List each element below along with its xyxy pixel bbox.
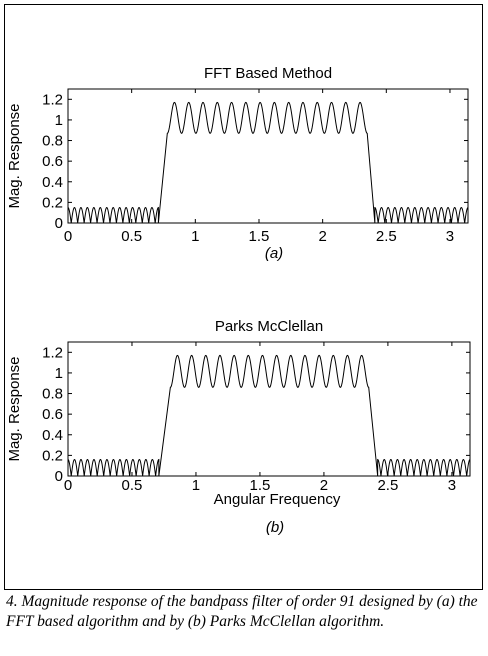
figure-frame xyxy=(4,4,483,590)
y-tick-label: 0.8 xyxy=(42,386,63,403)
x-tick-label: 3 xyxy=(448,477,456,494)
x-tick-label: 0 xyxy=(64,477,72,494)
y-tick-label: 0.6 xyxy=(42,153,63,170)
y-tick-label: 1.2 xyxy=(42,91,63,108)
plot-title: Parks McClellan xyxy=(215,318,323,335)
x-tick-label: 0 xyxy=(64,228,72,245)
plot-title: FFT Based Method xyxy=(204,65,332,82)
panel-label: (a) xyxy=(265,245,283,262)
y-axis-label: Mag. Response xyxy=(6,356,23,461)
y-tick-label: 1 xyxy=(55,112,63,129)
x-axis-label: Angular Frequency xyxy=(214,491,341,508)
plot-area-frame xyxy=(67,341,471,477)
x-tick-label: 2 xyxy=(320,477,328,494)
x-tick-label: 3 xyxy=(446,228,454,245)
magnitude-response-line xyxy=(67,101,469,224)
x-tick-label: 1.5 xyxy=(250,477,271,494)
x-tick-label: 0.5 xyxy=(122,477,143,494)
y-tick-label: 0 xyxy=(55,215,63,232)
y-tick-label: 1.2 xyxy=(42,344,63,361)
x-tick-label: 2.5 xyxy=(376,228,397,245)
y-tick-label: 0 xyxy=(55,468,63,485)
x-tick-label: 1 xyxy=(191,228,199,245)
y-tick-label: 0.2 xyxy=(42,194,63,211)
x-tick-label: 2 xyxy=(318,228,326,245)
x-tick-label: 0.5 xyxy=(121,228,142,245)
y-axis-label: Mag. Response xyxy=(6,103,23,208)
y-tick-label: 0.8 xyxy=(42,133,63,150)
figure-caption: 4. Magnitude response of the bandpass fi… xyxy=(6,593,478,630)
y-tick-label: 0.2 xyxy=(42,447,63,464)
magnitude-response-line xyxy=(67,354,471,477)
x-tick-label: 2.5 xyxy=(377,477,398,494)
y-tick-label: 0.4 xyxy=(42,427,63,444)
plot-area-frame xyxy=(67,88,469,224)
x-tick-label: 1.5 xyxy=(249,228,270,245)
y-tick-label: 0.6 xyxy=(42,406,63,423)
y-tick-label: 0.4 xyxy=(42,174,63,191)
y-tick-label: 1 xyxy=(55,365,63,382)
panel-label: (b) xyxy=(266,519,284,536)
x-tick-label: 1 xyxy=(192,477,200,494)
